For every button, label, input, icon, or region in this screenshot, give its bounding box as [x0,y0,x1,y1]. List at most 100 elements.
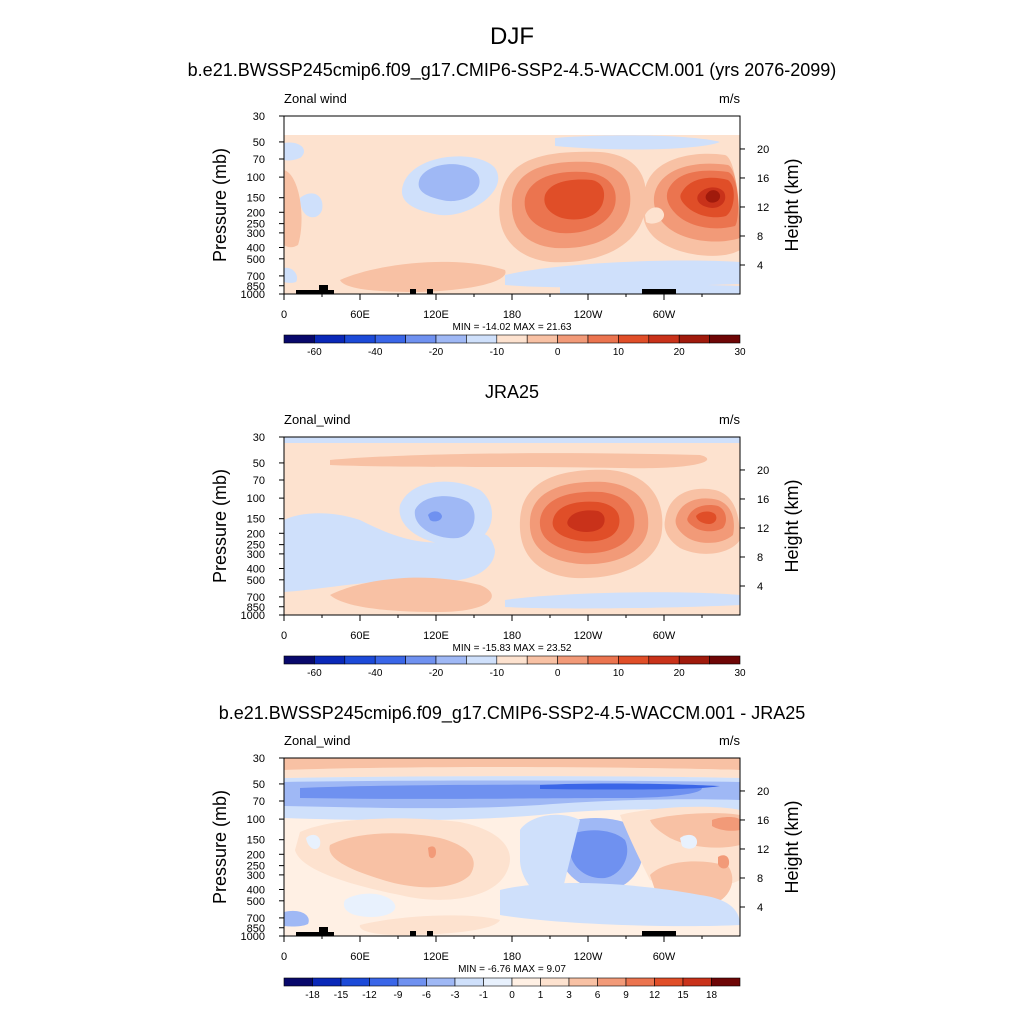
figure-title: DJF [490,23,534,50]
contour-region [306,834,321,850]
colorbar-swatch [496,655,528,665]
y-right-tick-label: 16 [757,173,769,185]
colorbar-swatch [435,655,467,665]
y-tick-label: 250 [247,540,265,552]
colorbar-swatch [709,655,741,665]
y-axis-label: Pressure (mb) [210,469,230,583]
colorbar-label: 0 [555,347,561,358]
x-tick-label: 120W [574,630,603,642]
y-tick-label: 30 [253,111,265,123]
y-tick-label: 100 [247,814,265,826]
y-tick-label: 300 [247,870,265,882]
x-tick-label: 120W [574,951,603,963]
contour-region [284,170,302,248]
min-max-stats: MIN = -15.83 MAX = 23.52 [453,643,572,654]
x-tick-label: 0 [281,309,287,321]
y-right-tick-label: 20 [757,786,769,798]
colorbar-label: -60 [307,347,322,358]
y-tick-label: 70 [253,475,265,487]
y-tick-label: 30 [253,432,265,444]
panel-1: b.e21.BWSSP245cmip6.f09_g17.CMIP6-SSP2-4… [188,60,837,358]
colorbar-label: 0 [509,990,515,1001]
topography-mark [410,931,416,936]
colorbar-swatch [568,977,598,987]
colorbar-label: -12 [362,990,377,1001]
colorbar-swatch [405,334,437,344]
y-tick-label: 50 [253,779,265,791]
units-label: m/s [719,412,740,427]
contour-region [680,834,698,849]
colorbar-swatch [405,655,437,665]
colorbar-swatch [597,977,627,987]
y-right-tick-label: 8 [757,873,763,885]
y-right-tick-label: 4 [757,902,763,914]
contour-region [696,511,717,524]
topography-mark [427,289,433,294]
panel-title: JRA25 [485,382,539,402]
x-tick-label: 60E [350,951,370,963]
contour-region [343,893,396,917]
y-tick-label: 50 [253,458,265,470]
colorbar-label: -9 [394,990,403,1001]
y-right-tick-label: 16 [757,815,769,827]
y-tick-label: 150 [247,835,265,847]
units-label: m/s [719,91,740,106]
panel-3: b.e21.BWSSP245cmip6.f09_g17.CMIP6-SSP2-4… [210,703,805,1001]
contour-region [414,496,475,539]
colorbar-label: 30 [734,347,746,358]
variable-label: Zonal wind [284,91,347,106]
colorbar-swatch [709,334,741,344]
contour-region [428,511,442,522]
y-tick-label: 70 [253,154,265,166]
colorbar-label: 3 [566,990,572,1001]
y-right-axis-label: Height (km) [782,800,802,893]
colorbar-swatch [648,334,680,344]
contour-region [340,261,506,292]
y-right-tick-label: 12 [757,202,769,214]
colorbar-label: 0 [555,668,561,679]
topography-mark [642,289,676,294]
colorbar-label: 12 [649,990,661,1001]
y-tick-label: 850 [247,923,265,935]
colorbar-swatch [496,334,528,344]
colorbar-swatch [466,655,498,665]
colorbar-swatch [711,977,741,987]
contour-region [284,267,298,283]
x-tick-label: 60W [653,951,676,963]
contour-region [330,453,708,469]
y-right-tick-label: 8 [757,231,763,243]
x-tick-label: 0 [281,951,287,963]
x-tick-label: 60E [350,630,370,642]
contour-region [329,833,474,888]
x-tick-label: 180 [503,630,521,642]
colorbar-swatch [369,977,399,987]
topography-mark [296,932,334,936]
x-tick-label: 180 [503,951,521,963]
colorbar-label: 10 [613,668,625,679]
colorbar-swatch [283,655,315,665]
colorbar-label: -40 [368,668,383,679]
y-tick-label: 300 [247,549,265,561]
colorbar-swatch [483,977,513,987]
contour-region [418,164,480,202]
y-tick-label: 700 [247,592,265,604]
panel-title: b.e21.BWSSP245cmip6.f09_g17.CMIP6-SSP2-4… [188,60,837,81]
colorbar-label: 18 [706,990,718,1001]
y-tick-label: 1000 [241,931,265,943]
contour-region [718,855,730,869]
colorbar-swatch [466,334,498,344]
y-tick-label: 70 [253,796,265,808]
colorbar: -18 -15 -12 -9 -6 -3 -1 0 1 3 6 9 12 15 18 [283,977,741,1001]
topography-mark [319,285,328,294]
colorbar-swatch [526,655,558,665]
y-tick-label: 300 [247,228,265,240]
y-right-tick-label: 8 [757,552,763,564]
colorbar-swatch [340,977,370,987]
colorbar-label: -18 [305,990,320,1001]
colorbar-label: -10 [490,347,505,358]
contour-region [505,592,740,609]
colorbar-label: -1 [479,990,488,1001]
colorbar: -60 -40 -20 -10 0 10 20 30 [283,334,746,358]
